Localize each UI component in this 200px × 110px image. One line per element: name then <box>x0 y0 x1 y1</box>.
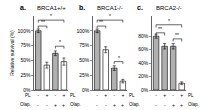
svg-text:BRCA2-/-: BRCA2-/- <box>156 5 182 11</box>
svg-text:100%: 100% <box>18 28 31 34</box>
svg-text:**: ** <box>175 32 179 38</box>
svg-text:20%: 20% <box>138 73 149 79</box>
svg-text:+: + <box>104 92 107 98</box>
svg-text:-: - <box>37 102 39 108</box>
svg-text:**: ** <box>41 19 45 25</box>
svg-text:+: + <box>45 92 48 98</box>
svg-text:PL: PL <box>129 93 135 98</box>
svg-text:*: * <box>59 39 61 45</box>
svg-text:-: - <box>105 102 107 108</box>
svg-text:Olap.: Olap. <box>70 102 81 107</box>
svg-text:-: - <box>55 92 57 98</box>
svg-text:+: + <box>62 92 65 98</box>
svg-text:0%: 0% <box>82 87 90 93</box>
svg-text:50%: 50% <box>20 57 31 63</box>
svg-text:b.: b. <box>79 4 85 11</box>
svg-text:-: - <box>96 92 98 98</box>
svg-text:*: * <box>109 13 111 19</box>
svg-text:*: * <box>118 55 120 61</box>
svg-text:Olap.: Olap. <box>129 102 140 107</box>
svg-text:100%: 100% <box>77 28 90 34</box>
svg-text:0%: 0% <box>23 87 31 93</box>
svg-text:-: - <box>37 92 39 98</box>
svg-text:PL: PL <box>25 93 31 98</box>
svg-text:75%: 75% <box>20 42 31 48</box>
svg-text:-: - <box>46 102 48 108</box>
svg-text:25%: 25% <box>79 72 90 78</box>
svg-text:-: - <box>113 92 115 98</box>
svg-text:75%: 75% <box>79 42 90 48</box>
svg-text:**: ** <box>158 26 162 32</box>
svg-text:60%: 60% <box>138 46 149 52</box>
svg-text:BRCA1-/-: BRCA1-/- <box>97 5 123 11</box>
svg-text:50%: 50% <box>79 57 90 63</box>
svg-text:40%: 40% <box>138 60 149 66</box>
svg-text:-: - <box>96 102 98 108</box>
svg-text:*: * <box>168 18 170 24</box>
svg-text:a.: a. <box>20 4 26 11</box>
svg-text:Olap.: Olap. <box>20 102 31 107</box>
svg-text:*: * <box>50 13 52 19</box>
svg-text:+: + <box>172 102 175 108</box>
svg-text:+: + <box>180 102 183 108</box>
svg-text:0%: 0% <box>141 87 149 93</box>
svg-text:BRCA1+/+: BRCA1+/+ <box>37 5 66 11</box>
svg-text:80%: 80% <box>138 33 149 39</box>
svg-text:Olap.: Olap. <box>188 102 199 107</box>
svg-text:-: - <box>155 92 157 98</box>
svg-text:+: + <box>121 92 124 98</box>
svg-text:+: + <box>113 102 116 108</box>
svg-text:+: + <box>62 102 65 108</box>
svg-text:**: ** <box>99 19 103 25</box>
svg-text:PL: PL <box>70 93 76 98</box>
svg-text:25%: 25% <box>20 72 31 78</box>
svg-text:PL: PL <box>188 93 194 98</box>
svg-text:Relative survival (%): Relative survival (%) <box>9 30 15 76</box>
svg-text:+: + <box>163 92 166 98</box>
svg-text:+: + <box>121 102 124 108</box>
svg-text:-: - <box>172 92 174 98</box>
svg-text:c.: c. <box>137 4 143 11</box>
svg-text:-: - <box>155 102 157 108</box>
svg-text:+: + <box>180 92 183 98</box>
svg-text:+: + <box>54 102 57 108</box>
svg-text:-: - <box>164 102 166 108</box>
